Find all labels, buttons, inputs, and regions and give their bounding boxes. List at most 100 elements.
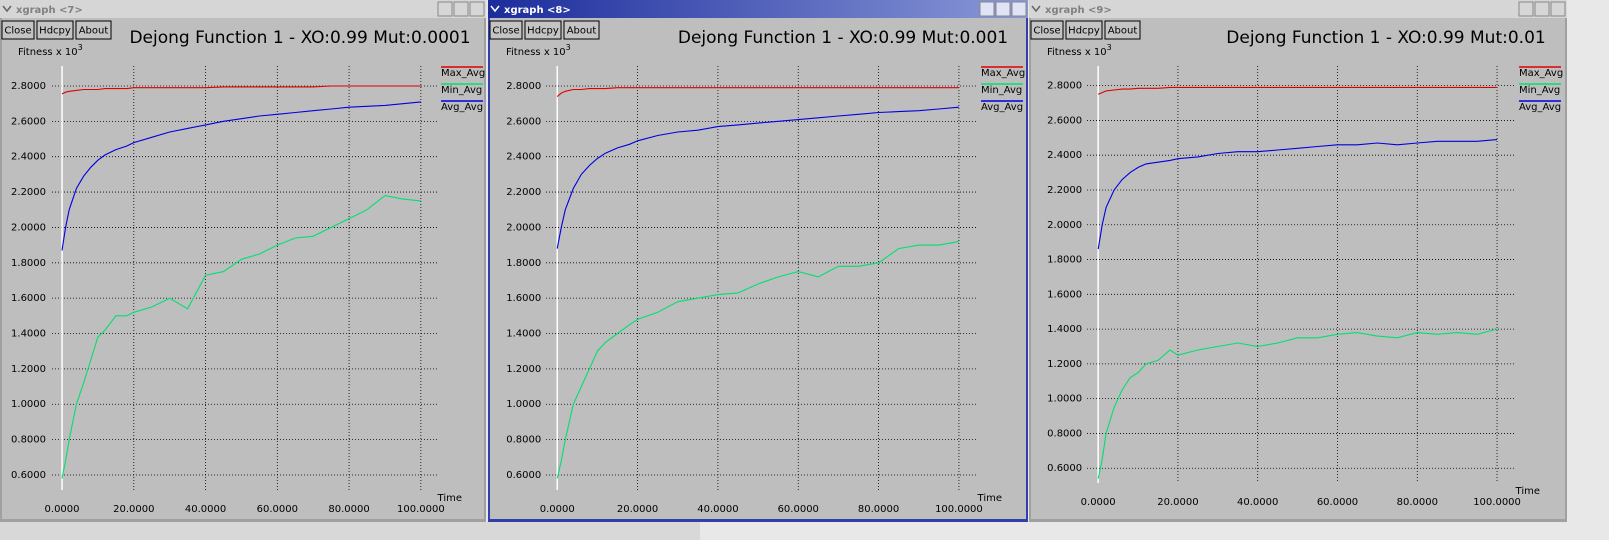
button[interactable] — [563, 20, 600, 40]
x-axis-label: Time — [1515, 486, 1540, 497]
y-axis-label-text: Fitness x 10 — [18, 47, 78, 58]
y-axis-label-exponent: 3 — [566, 43, 571, 52]
y-axis-label-exponent: 3 — [1107, 43, 1112, 52]
button[interactable] — [1030, 20, 1064, 40]
data-line — [1097, 139, 1498, 250]
chart-title: Dejong Function 1 - XO:0.99 Mut:0.0001 — [129, 28, 470, 48]
button[interactable] — [1104, 20, 1141, 40]
button-label[interactable]: Close — [1033, 26, 1060, 37]
button-label[interactable]: About — [79, 26, 109, 37]
button[interactable] — [36, 20, 74, 40]
y-axis-label: Fitness x 103 — [18, 43, 83, 59]
y-tick-label: 2.4000 — [11, 152, 46, 163]
y-tick-label: 1.8000 — [506, 258, 541, 269]
button-label[interactable]: Close — [492, 26, 519, 37]
window-body — [2, 18, 484, 519]
x-tick-label: 0.0000 — [45, 504, 80, 515]
y-tick-label: 1.6000 — [1047, 289, 1082, 300]
button-label[interactable]: About — [567, 26, 597, 37]
window-menu-icon[interactable] — [490, 5, 500, 13]
data-line — [61, 195, 421, 479]
window-max-button[interactable] — [995, 1, 1011, 17]
y-tick-label: 1.0000 — [11, 399, 46, 410]
button-label[interactable]: Hdcpy — [39, 26, 71, 37]
y-tick-label: 2.4000 — [506, 152, 541, 163]
y-tick-label: 2.2000 — [11, 187, 46, 198]
chart-title: Dejong Function 1 - XO:0.99 Mut:0.01 — [1226, 28, 1545, 48]
y-axis-label: Fitness x 103 — [506, 43, 571, 59]
legend-label: Min_Avg — [441, 85, 482, 96]
x-tick-label: 60.0000 — [257, 504, 298, 515]
data-line — [61, 101, 421, 251]
y-tick-label: 1.2000 — [11, 364, 46, 375]
y-tick-label: 0.6000 — [506, 470, 541, 481]
y-tick-label: 2.0000 — [506, 222, 541, 233]
button[interactable] — [1, 20, 35, 40]
y-tick-label: 2.0000 — [1047, 220, 1082, 231]
window-menu-icon[interactable] — [1031, 5, 1041, 13]
data-line — [556, 87, 959, 98]
button[interactable] — [1065, 20, 1103, 40]
y-tick-label: 2.8000 — [506, 81, 541, 92]
window-min-button[interactable] — [1518, 1, 1534, 17]
title-bar — [488, 0, 1028, 18]
window-max-button[interactable] — [1534, 1, 1550, 17]
legend-label: Max_Avg — [1519, 68, 1563, 79]
x-tick-label: 100.0000 — [1473, 497, 1521, 508]
window-min-button[interactable] — [979, 1, 995, 17]
y-tick-label: 2.2000 — [1047, 185, 1082, 196]
x-tick-label: 80.0000 — [1397, 497, 1438, 508]
y-tick-label: 2.6000 — [506, 116, 541, 127]
button[interactable] — [75, 20, 112, 40]
legend-label: Avg_Avg — [981, 102, 1023, 113]
window-body — [1031, 18, 1565, 519]
button-label[interactable]: About — [1108, 26, 1138, 37]
window: xgraph <9> Close Hdcpy About Dejong Function… — [1029, 0, 1567, 522]
data-line — [556, 106, 959, 249]
y-tick-label: 1.6000 — [11, 293, 46, 304]
y-tick-label: 0.8000 — [11, 435, 46, 446]
window: xgraph <8> Close Hdcpy About Dejong Function… — [488, 0, 1028, 522]
button-label[interactable]: Hdcpy — [527, 26, 559, 37]
title-bar — [0, 0, 486, 18]
x-tick-label: 40.0000 — [697, 504, 738, 515]
y-tick-label: 1.2000 — [1047, 359, 1082, 370]
window-max-button[interactable] — [453, 1, 469, 17]
legend-label: Max_Avg — [981, 68, 1025, 79]
y-tick-label: 0.6000 — [11, 470, 46, 481]
chart-title: Dejong Function 1 - XO:0.99 Mut:0.001 — [678, 28, 1008, 48]
data-line — [1097, 328, 1498, 479]
window-menu-icon[interactable] — [2, 5, 12, 13]
x-tick-label: 60.0000 — [778, 504, 819, 515]
legend-label: Avg_Avg — [441, 102, 483, 113]
y-axis-label: Fitness x 103 — [1047, 43, 1112, 59]
x-axis-label: Time — [437, 493, 462, 504]
legend-label: Min_Avg — [1519, 85, 1560, 96]
y-tick-label: 2.6000 — [1047, 115, 1082, 126]
button[interactable] — [489, 20, 523, 40]
y-tick-label: 0.8000 — [506, 435, 541, 446]
window-close-button[interactable] — [469, 1, 485, 17]
x-tick-label: 80.0000 — [858, 504, 899, 515]
y-tick-label: 1.4000 — [1047, 324, 1082, 335]
button-label[interactable]: Hdcpy — [1068, 26, 1100, 37]
x-tick-label: 100.0000 — [397, 504, 445, 515]
x-tick-label: 20.0000 — [1157, 497, 1198, 508]
y-axis-label-exponent: 3 — [78, 43, 83, 52]
x-tick-label: 0.0000 — [1081, 497, 1116, 508]
x-tick-label: 20.0000 — [113, 504, 154, 515]
window-min-button[interactable] — [437, 1, 453, 17]
y-axis-label-text: Fitness x 10 — [1047, 47, 1107, 58]
y-tick-label: 2.2000 — [506, 187, 541, 198]
window-close-button[interactable] — [1550, 1, 1566, 17]
window-title: xgraph <7> — [16, 5, 83, 16]
window: xgraph <7> Close Hdcpy About Dejong Function… — [0, 0, 486, 522]
data-line — [556, 241, 959, 479]
y-tick-label: 2.8000 — [1047, 81, 1082, 92]
button-label[interactable]: Close — [4, 26, 31, 37]
x-tick-label: 20.0000 — [617, 504, 658, 515]
y-tick-label: 2.4000 — [1047, 150, 1082, 161]
data-line — [61, 85, 421, 95]
button[interactable] — [524, 20, 562, 40]
window-close-button[interactable] — [1011, 1, 1027, 17]
